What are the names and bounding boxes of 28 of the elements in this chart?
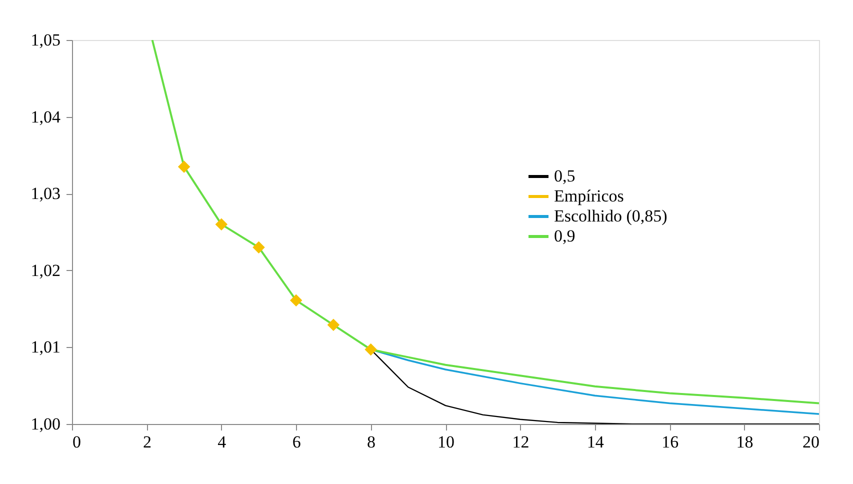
legend-label: Escolhido (0,85) <box>554 206 668 226</box>
y-tick-label: 1,04 <box>30 107 61 126</box>
x-tick-label: 8 <box>367 432 376 452</box>
y-tick-label: 1,01 <box>30 338 60 357</box>
point <box>178 160 190 173</box>
x-tick-label: 0 <box>72 432 81 452</box>
y-tick-label: 1,05 <box>30 30 60 50</box>
x-tick-label: 10 <box>438 432 454 452</box>
point <box>252 241 265 254</box>
x-tick-label: 4 <box>218 432 227 452</box>
point <box>327 318 340 332</box>
legend-label: 0,5 <box>554 166 576 186</box>
x-tick-label: 12 <box>512 432 530 452</box>
legend-label: 0,9 <box>554 226 576 246</box>
x-tick-label: 20 <box>802 432 820 452</box>
y-tick-label: 1,02 <box>30 260 60 280</box>
x-tick-label: 6 <box>292 432 301 452</box>
line-series <box>151 40 819 404</box>
x-tick-label: 2 <box>142 432 152 452</box>
x-tick-label: 14 <box>586 432 604 452</box>
point <box>290 294 302 306</box>
x-tick-label: 16 <box>662 432 679 452</box>
legend-label: Empíricos <box>554 186 624 206</box>
y-tick-label: 1,03 <box>30 184 60 204</box>
point <box>215 218 228 230</box>
x-tick-label: 18 <box>736 432 754 452</box>
y-tick-label: 1,00 <box>30 414 60 434</box>
point <box>364 343 377 356</box>
